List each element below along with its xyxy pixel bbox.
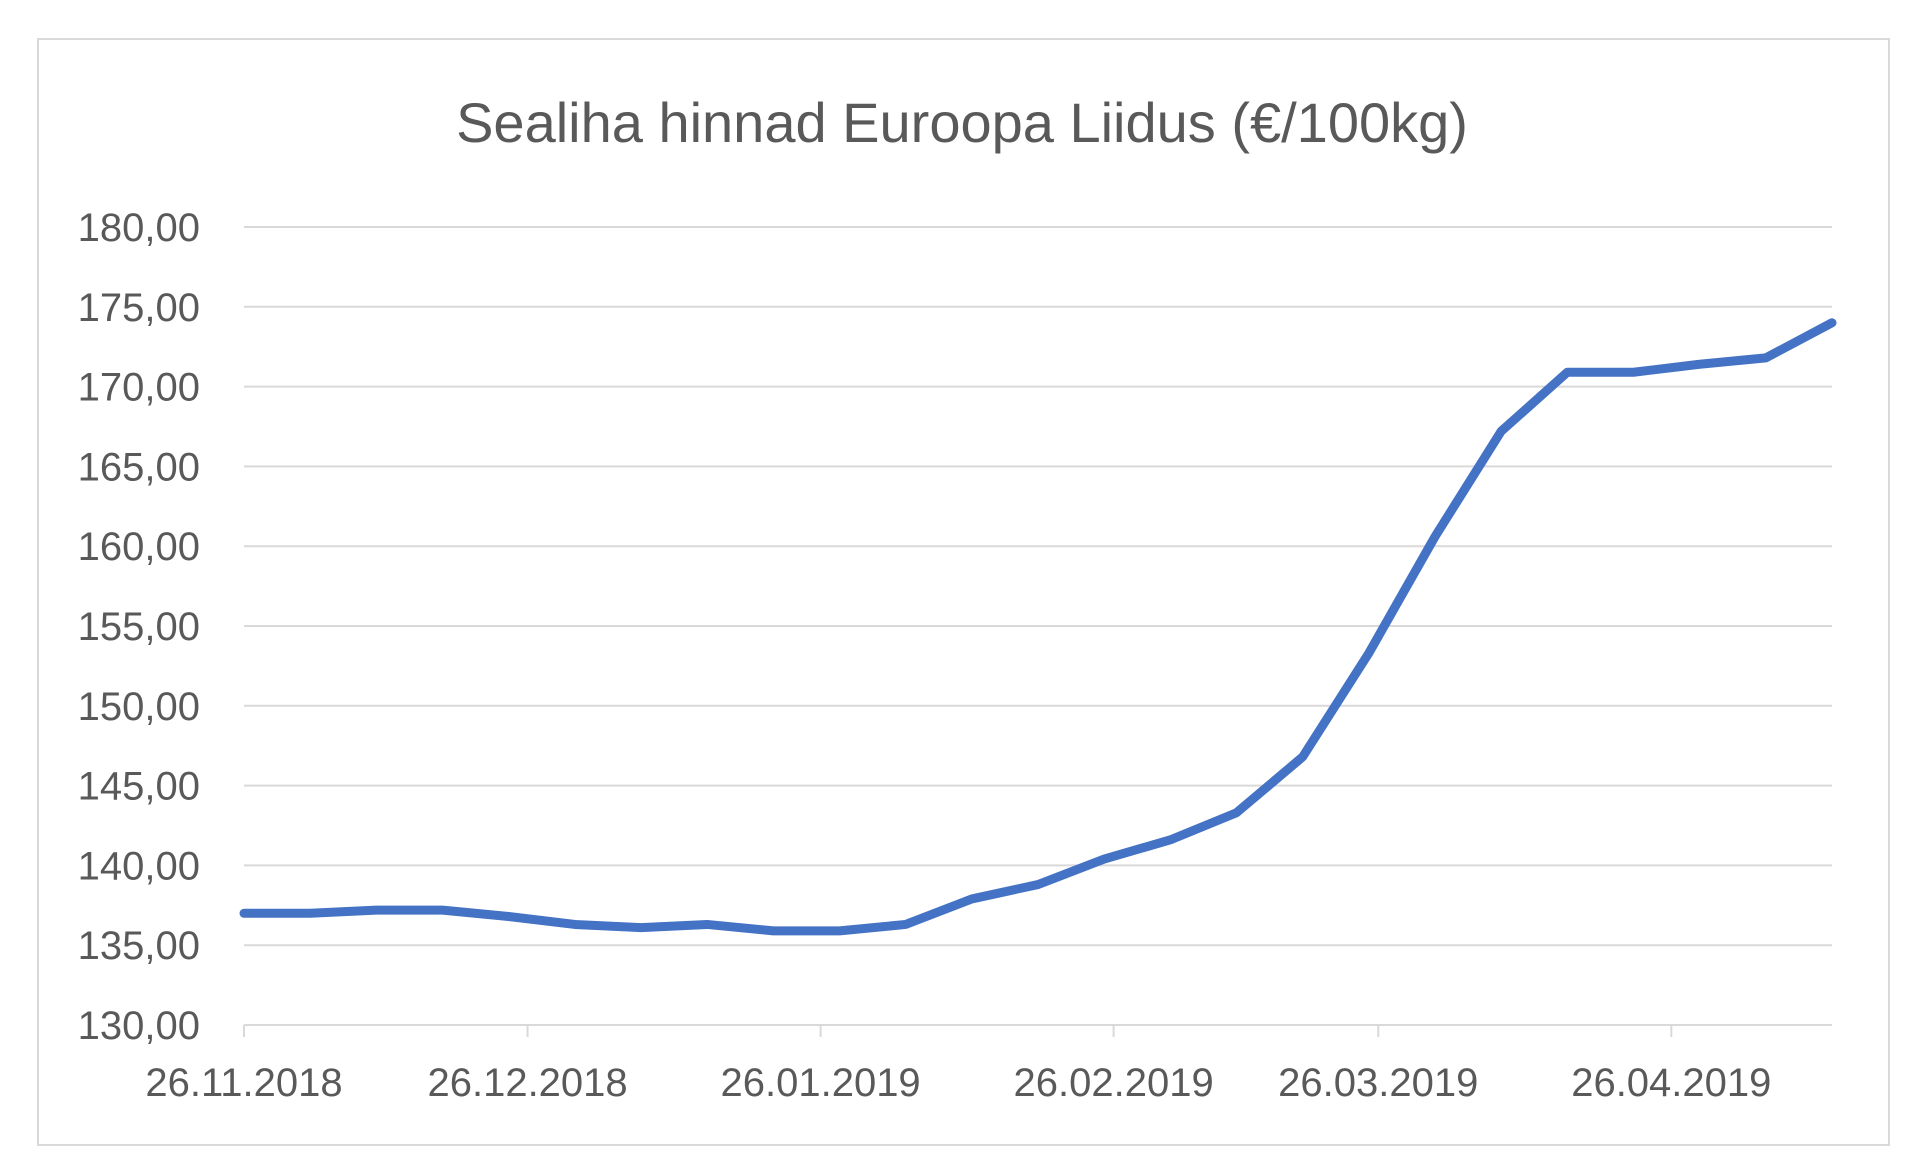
y-tick-label: 155,00: [78, 605, 200, 649]
x-tick-label: 26.11.2018: [145, 1061, 342, 1105]
y-tick-label: 180,00: [78, 206, 200, 250]
y-tick-label: 175,00: [78, 286, 200, 330]
x-tick-label: 26.02.2019: [1014, 1061, 1214, 1105]
x-tick-label: 26.03.2019: [1278, 1061, 1478, 1105]
x-tick-label: 26.12.2018: [427, 1061, 627, 1105]
chart-title: Sealiha hinnad Euroopa Liidus (€/100kg): [456, 91, 1468, 154]
y-tick-label: 170,00: [78, 366, 200, 410]
y-tick-label: 165,00: [78, 445, 200, 489]
x-tick-label: 26.04.2019: [1571, 1061, 1771, 1105]
y-tick-label: 150,00: [78, 685, 200, 729]
y-tick-label: 160,00: [78, 525, 200, 569]
y-tick-label: 135,00: [78, 924, 200, 968]
x-tick-label: 26.01.2019: [720, 1061, 920, 1105]
y-tick-label: 145,00: [78, 765, 200, 809]
y-tick-label: 130,00: [78, 1004, 200, 1048]
chart-border: [37, 38, 1890, 1146]
y-tick-label: 140,00: [78, 844, 200, 888]
